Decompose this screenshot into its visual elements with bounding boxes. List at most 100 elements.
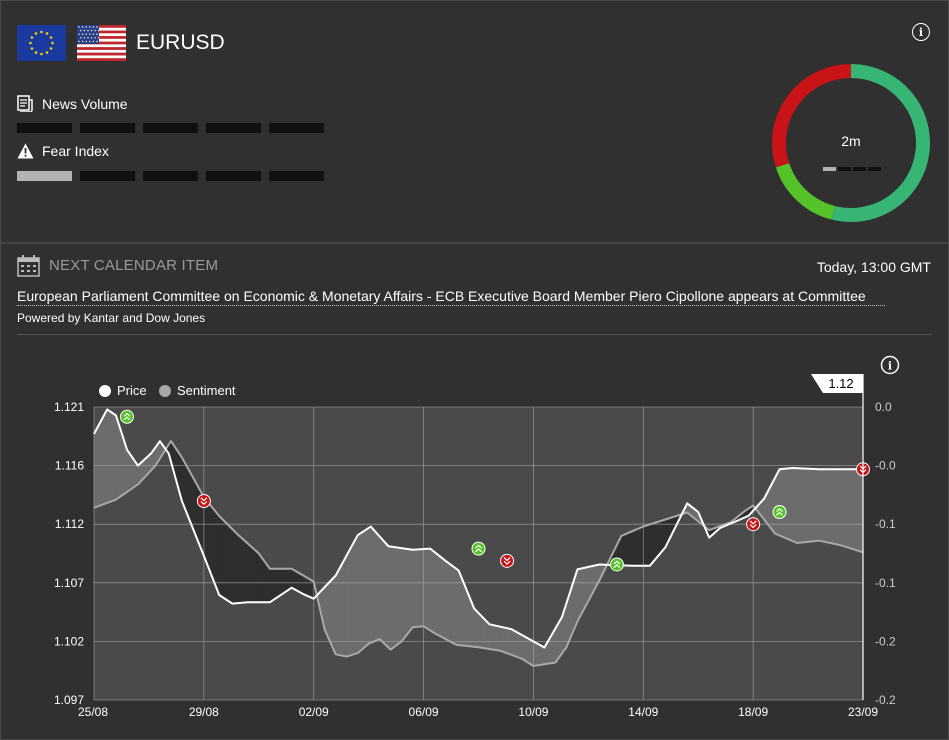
level-bar-segment — [838, 167, 851, 171]
sentiment-price-gap — [792, 467, 796, 543]
sentiment-price-gap — [115, 415, 119, 501]
sentiment-price-gap — [227, 524, 231, 603]
sentiment-price-gap — [462, 581, 466, 647]
sentiment-price-gap — [306, 577, 310, 598]
sentiment-series-line — [93, 440, 864, 667]
buy-signal-icon[interactable] — [772, 504, 787, 519]
sentiment-price-gap — [781, 468, 785, 538]
sentiment-price-gap — [291, 568, 295, 590]
level-bar-segment — [80, 171, 135, 181]
calendar-event-link[interactable]: European Parliament Committee on Economi… — [17, 288, 885, 306]
y-left-tick-label: 1.102 — [54, 634, 84, 648]
sentiment-price-gap — [805, 468, 809, 543]
sentiment-price-gap — [787, 467, 791, 541]
sentiment-price-gap — [794, 467, 798, 544]
sentiment-price-gap — [500, 626, 503, 653]
sentiment-price-gap — [258, 552, 262, 603]
sentiment-price-gap — [856, 468, 859, 552]
sentiment-price-gap — [262, 558, 266, 603]
sentiment-price-gap — [539, 644, 543, 666]
sentiment-price-gap — [783, 468, 787, 539]
info-icon[interactable]: i — [912, 23, 930, 41]
sentiment-price-gap — [238, 534, 242, 604]
sentiment-price-gap — [357, 533, 361, 654]
sentiment-price-gap — [845, 468, 848, 548]
sentiment-price-gap — [295, 570, 299, 592]
sentiment-price-gap — [631, 529, 635, 567]
sentiment-price-gap — [289, 568, 293, 590]
sentiment-price-gap — [524, 636, 528, 663]
sentiment-price-gap — [412, 549, 416, 628]
level-bar-segment — [143, 171, 198, 181]
y-left-tick-label: 1.097 — [54, 693, 84, 707]
fear-index-label: Fear Index — [42, 143, 109, 159]
sentiment-price-gap — [98, 421, 101, 507]
chart-info-icon[interactable]: i — [880, 355, 900, 375]
sentiment-price-gap — [267, 564, 271, 603]
sentiment-price-gap — [352, 539, 356, 655]
sentiment-price-gap — [559, 615, 563, 658]
sentiment-price-gap — [111, 411, 115, 502]
sentiment-price-gap — [330, 577, 334, 650]
x-tick-label: 23/09 — [848, 705, 878, 719]
sentiment-price-gap — [801, 468, 804, 543]
sentiment-price-gap — [825, 468, 829, 543]
sentiment-price-gap — [484, 619, 488, 650]
sentiment-price-gap — [223, 519, 227, 600]
sentiment-price-gap — [851, 468, 855, 550]
sentiment-price-gap — [438, 554, 442, 638]
sentiment-price-gap — [581, 567, 585, 614]
sell-signal-icon[interactable] — [500, 553, 515, 568]
sentiment-price-gap — [113, 413, 117, 501]
sentiment-price-gap — [445, 560, 449, 641]
sentiment-price-gap — [236, 532, 240, 604]
sentiment-price-gap — [649, 523, 653, 567]
buy-signal-icon[interactable] — [609, 557, 624, 572]
sentiment-price-gap — [535, 642, 539, 667]
sentiment-price-gap — [229, 526, 233, 605]
sentiment-price-gap — [276, 568, 279, 599]
sentiment-price-gap — [555, 623, 558, 664]
sentiment-price-gap — [399, 547, 402, 644]
sentiment-price-gap — [388, 545, 391, 651]
buy-signal-icon[interactable] — [471, 541, 486, 556]
level-bar-segment — [853, 167, 866, 171]
sentiment-price-gap — [577, 568, 580, 622]
y-left-tick-label: 1.121 — [54, 400, 84, 414]
sentiment-price-gap — [348, 547, 352, 657]
sentiment-price-gap — [210, 504, 213, 579]
sentiment-price-gap — [583, 567, 587, 610]
sentiment-price-gap — [829, 468, 833, 544]
sentiment-price-gap — [541, 645, 545, 665]
sentiment-price-gap — [478, 612, 481, 648]
sentiment-price-gap — [440, 556, 444, 639]
sentiment-price-gap — [328, 579, 332, 645]
sentiment-price-gap — [194, 481, 198, 540]
sentiment-price-gap — [293, 569, 297, 591]
sentiment-price-gap — [774, 473, 778, 535]
sentiment-price-gap — [383, 540, 387, 647]
sentiment-price-gap — [410, 549, 413, 632]
sentiment-price-gap — [517, 632, 521, 659]
pair-title: EURUSD — [136, 31, 225, 54]
sentiment-price-gap — [486, 621, 490, 650]
sentiment-price-gap — [772, 477, 776, 535]
y-left-tick-label: 1.107 — [54, 576, 84, 590]
sentiment-price-gap — [251, 546, 255, 603]
buy-signal-icon[interactable] — [119, 409, 134, 424]
sentiment-price-gap — [489, 623, 492, 650]
sentiment-price-gap — [192, 477, 196, 535]
news-icon — [17, 95, 33, 112]
sell-signal-icon[interactable] — [746, 517, 761, 532]
sentiment-price-gap — [803, 468, 807, 543]
sell-signal-icon[interactable] — [196, 494, 211, 509]
x-tick-label: 29/08 — [189, 705, 219, 719]
sentiment-price-gap — [339, 563, 343, 657]
level-bar-segment — [17, 123, 72, 133]
sentiment-price-gap — [454, 566, 457, 646]
sentiment-price-gap — [333, 574, 336, 655]
sentiment-price-gap — [827, 468, 831, 544]
sentiment-price-gap — [493, 624, 497, 651]
x-tick-label: 14/09 — [628, 705, 658, 719]
